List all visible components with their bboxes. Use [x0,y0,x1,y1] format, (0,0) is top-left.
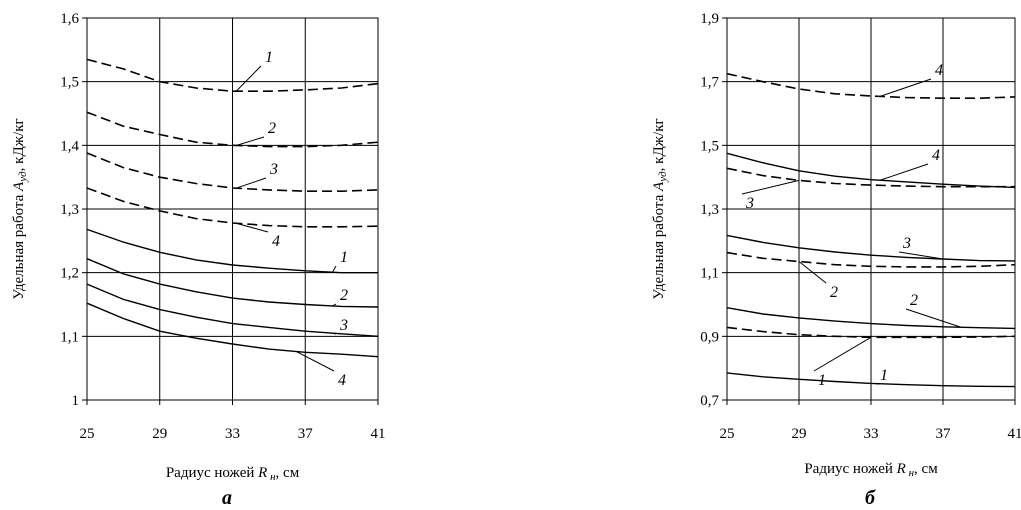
y-tick-label: 1,2 [60,266,79,282]
curve-label-leader [813,336,872,372]
y-tick-label: 1,3 [700,202,719,218]
curve-label: 1 [265,49,273,66]
y-tick-label: 1,9 [700,11,719,27]
curve-label-leader [235,177,267,189]
curve-label-leader [295,351,335,372]
curve-label: 4 [935,62,943,79]
curve-label-leader [898,251,944,260]
curve-label: 1 [340,249,348,266]
series-line-solid-3 [86,283,379,337]
curve-label-leader [879,78,932,97]
curve-label: 4 [338,372,346,389]
y-tick-label: 0,9 [700,329,719,345]
x-tick-label: 41 [371,426,386,442]
x-tick-label: 25 [720,426,735,442]
curve-label-leader [235,65,262,92]
x-tick-label: 25 [80,426,95,442]
curve-label: 2 [910,292,918,309]
series-line-dashed-1 [86,58,379,92]
curve-label: 4 [272,233,280,250]
curve-label: 2 [340,287,348,304]
x-tick-label: 33 [225,426,240,442]
curve-label: 2 [268,120,276,137]
curve-label-leader [879,163,929,181]
x-tick-label: 29 [152,426,167,442]
x-tick-label: 33 [864,426,879,442]
curve-label-leader [236,222,269,233]
series-line-solid-2 [86,258,379,308]
x-tick-label: 37 [936,426,952,442]
series-line-dashed-3 [86,152,379,192]
x-tick-label: 37 [298,426,314,442]
curve-label: 3 [902,235,911,252]
y-axis-label: Удельная работа Aуд, кДж/кг [11,118,29,299]
series-line-dashed-3 [726,167,1015,188]
curve-label: 2 [830,284,838,301]
curve-label: 4 [932,147,940,164]
y-tick-label: 1,5 [700,138,719,154]
curve-label-leader [905,308,962,328]
y-tick-label: 1 [72,393,80,409]
y-tick-label: 1,1 [60,329,79,345]
y-tick-label: 1,1 [700,266,719,282]
series-line-solid-1 [86,228,378,274]
curve-label-leader [741,179,800,195]
panel-letter: б [865,487,876,509]
series-line-dashed-4 [86,187,379,228]
curve-label: 3 [745,195,754,212]
series-line-solid-4 [86,302,379,358]
series-line-dashed-2 [86,111,379,148]
x-tick-label: 29 [792,426,807,442]
curve-label-leader [332,303,337,307]
x-tick-label: 41 [1008,426,1021,442]
series-line-solid-4 [726,152,1016,189]
y-tick-label: 1,6 [60,11,79,27]
curve-label-leader [332,265,337,273]
y-axis-label: Удельная работа Aуд, кДж/кг [651,118,669,299]
series-line-dashed-2 [726,251,1016,268]
series-line-dashed-4 [726,72,1016,99]
curve-label-leader [235,136,265,146]
y-tick-label: 1,3 [60,202,79,218]
y-tick-label: 1,4 [60,138,79,154]
y-tick-label: 0,7 [700,393,719,409]
curve-label: 3 [269,161,278,178]
curve-label: 3 [339,317,348,334]
series-line-solid-3 [726,234,1016,262]
panel-letter: а [222,487,232,509]
curve-label: 1 [880,367,888,384]
curve-label-leader [798,261,827,284]
x-axis-label: Радиус ножей R н, см [804,461,938,479]
y-tick-label: 1,5 [60,75,79,91]
x-axis-label: Радиус ножей R н, см [166,465,300,483]
series-line-solid-2 [726,307,1016,330]
y-tick-label: 1,7 [700,75,719,91]
series-line-solid-1 [726,372,1016,388]
curve-label-leader [332,332,337,335]
